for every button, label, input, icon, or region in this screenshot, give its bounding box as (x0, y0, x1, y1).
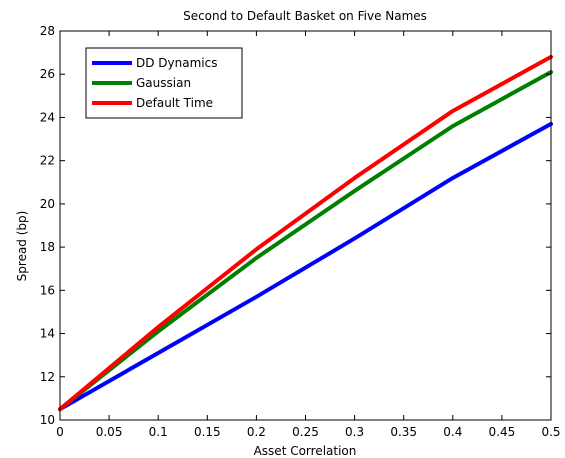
y-tick-label: 16 (40, 283, 55, 297)
series-line-dd-dynamics (58, 121, 553, 412)
y-tick-label: 24 (40, 110, 55, 124)
y-tick-label: 28 (40, 24, 55, 38)
legend-label: Default Time (136, 96, 213, 110)
y-tick-label: 12 (40, 370, 55, 384)
legend-label: Gaussian (136, 76, 191, 90)
y-tick-label: 26 (40, 67, 55, 81)
x-tick-label: 0.05 (96, 425, 123, 439)
y-axis-ticks: 10 12 14 16 18 20 22 24 26 28 (40, 24, 551, 427)
series-layer (58, 54, 553, 412)
y-tick-label: 20 (40, 197, 55, 211)
y-tick-label: 22 (40, 154, 55, 168)
chart-title: Second to Default Basket on Five Names (183, 9, 427, 23)
x-tick-label: 0.2 (247, 425, 266, 439)
x-tick-label: 0.4 (443, 425, 462, 439)
y-tick-label: 18 (40, 240, 55, 254)
x-tick-label: 0.1 (149, 425, 168, 439)
x-tick-label: 0.15 (194, 425, 221, 439)
x-tick-label: 0 (56, 425, 64, 439)
x-tick-label: 0.45 (489, 425, 516, 439)
series-line-gaussian (58, 70, 553, 412)
x-tick-label: 0.3 (345, 425, 364, 439)
y-axis-label: Spread (bp) (15, 211, 29, 282)
x-tick-label: 0.35 (390, 425, 417, 439)
x-tick-label: 0.25 (292, 425, 319, 439)
x-axis-ticks: 0 0.05 0.1 0.15 0.2 0.25 0.3 0.35 0.4 0.45 0.5 (56, 31, 561, 439)
y-tick-label: 14 (40, 327, 55, 341)
legend-label: DD Dynamics (136, 56, 217, 70)
x-axis-label: Asset Correlation (254, 444, 357, 458)
legend: DD Dynamics Gaussian Default Time (85, 47, 243, 119)
series-line-default-time (58, 54, 553, 412)
y-tick-label: 10 (40, 413, 55, 427)
x-tick-label: 0.5 (541, 425, 560, 439)
